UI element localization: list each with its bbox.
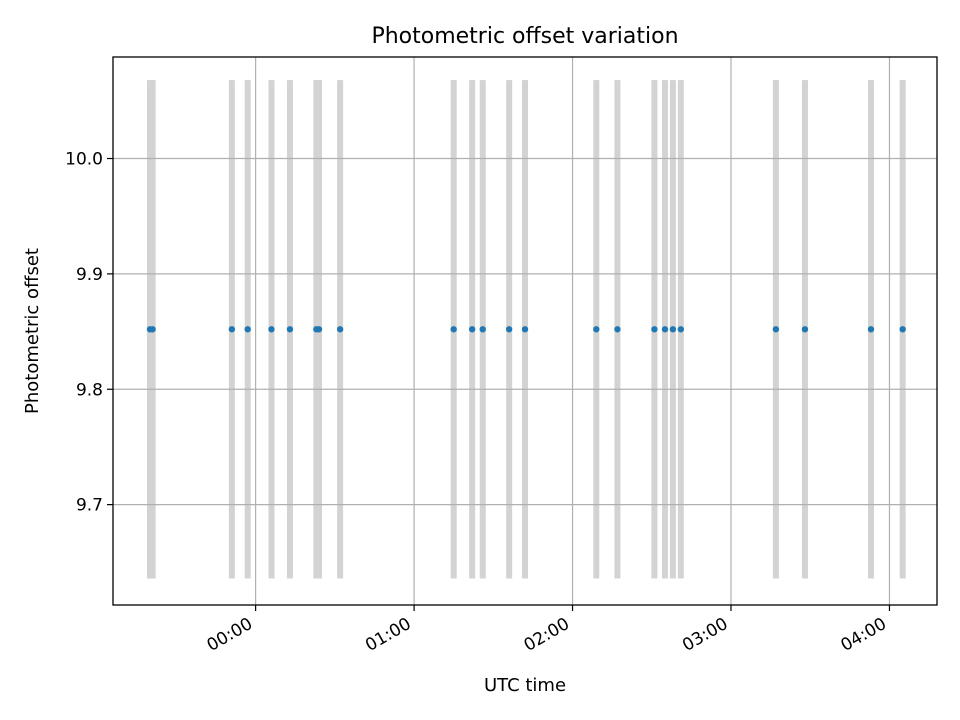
data-point	[867, 326, 875, 333]
data-point	[505, 326, 513, 333]
data-point	[661, 326, 669, 333]
data-point	[268, 326, 275, 333]
data-point	[286, 326, 294, 333]
data-point	[244, 326, 251, 333]
data-point	[677, 326, 685, 333]
data-point	[899, 326, 906, 333]
x-tick-label: 01:00	[362, 614, 414, 656]
data-point	[593, 326, 600, 333]
x-axis-label: UTC time	[484, 675, 566, 696]
y-tick-label: 9.9	[76, 265, 103, 285]
data-point	[450, 326, 457, 333]
plot-frame	[112, 56, 938, 606]
x-tick-label: 03:00	[679, 614, 731, 656]
data-point	[521, 326, 529, 333]
y-tick-label: 9.7	[76, 496, 103, 516]
data-point	[651, 326, 658, 333]
data-point	[315, 326, 323, 333]
data-point	[468, 326, 476, 333]
x-tick-label: 00:00	[204, 614, 256, 656]
chart-title: Photometric offset variation	[371, 24, 678, 49]
x-tick-label: 02:00	[521, 614, 573, 656]
data-points	[146, 326, 906, 333]
data-point	[669, 326, 677, 333]
y-axis-ticks: 9.7 9.8 9.9 10.0	[65, 150, 113, 516]
grid-lines	[113, 57, 937, 605]
x-tick-label: 04:00	[838, 614, 890, 656]
y-tick-label: 10.0	[65, 150, 103, 170]
data-point	[149, 326, 156, 333]
y-tick-label: 9.8	[76, 380, 103, 400]
data-point	[772, 326, 780, 333]
y-axis-label: Photometric offset	[22, 248, 43, 414]
data-point	[801, 326, 809, 333]
data-point	[479, 326, 486, 333]
data-point	[614, 326, 621, 333]
data-point	[228, 326, 236, 333]
x-axis-ticks: 00:00 01:00 02:00 03:00 04:00	[204, 605, 891, 656]
data-point	[336, 326, 344, 333]
